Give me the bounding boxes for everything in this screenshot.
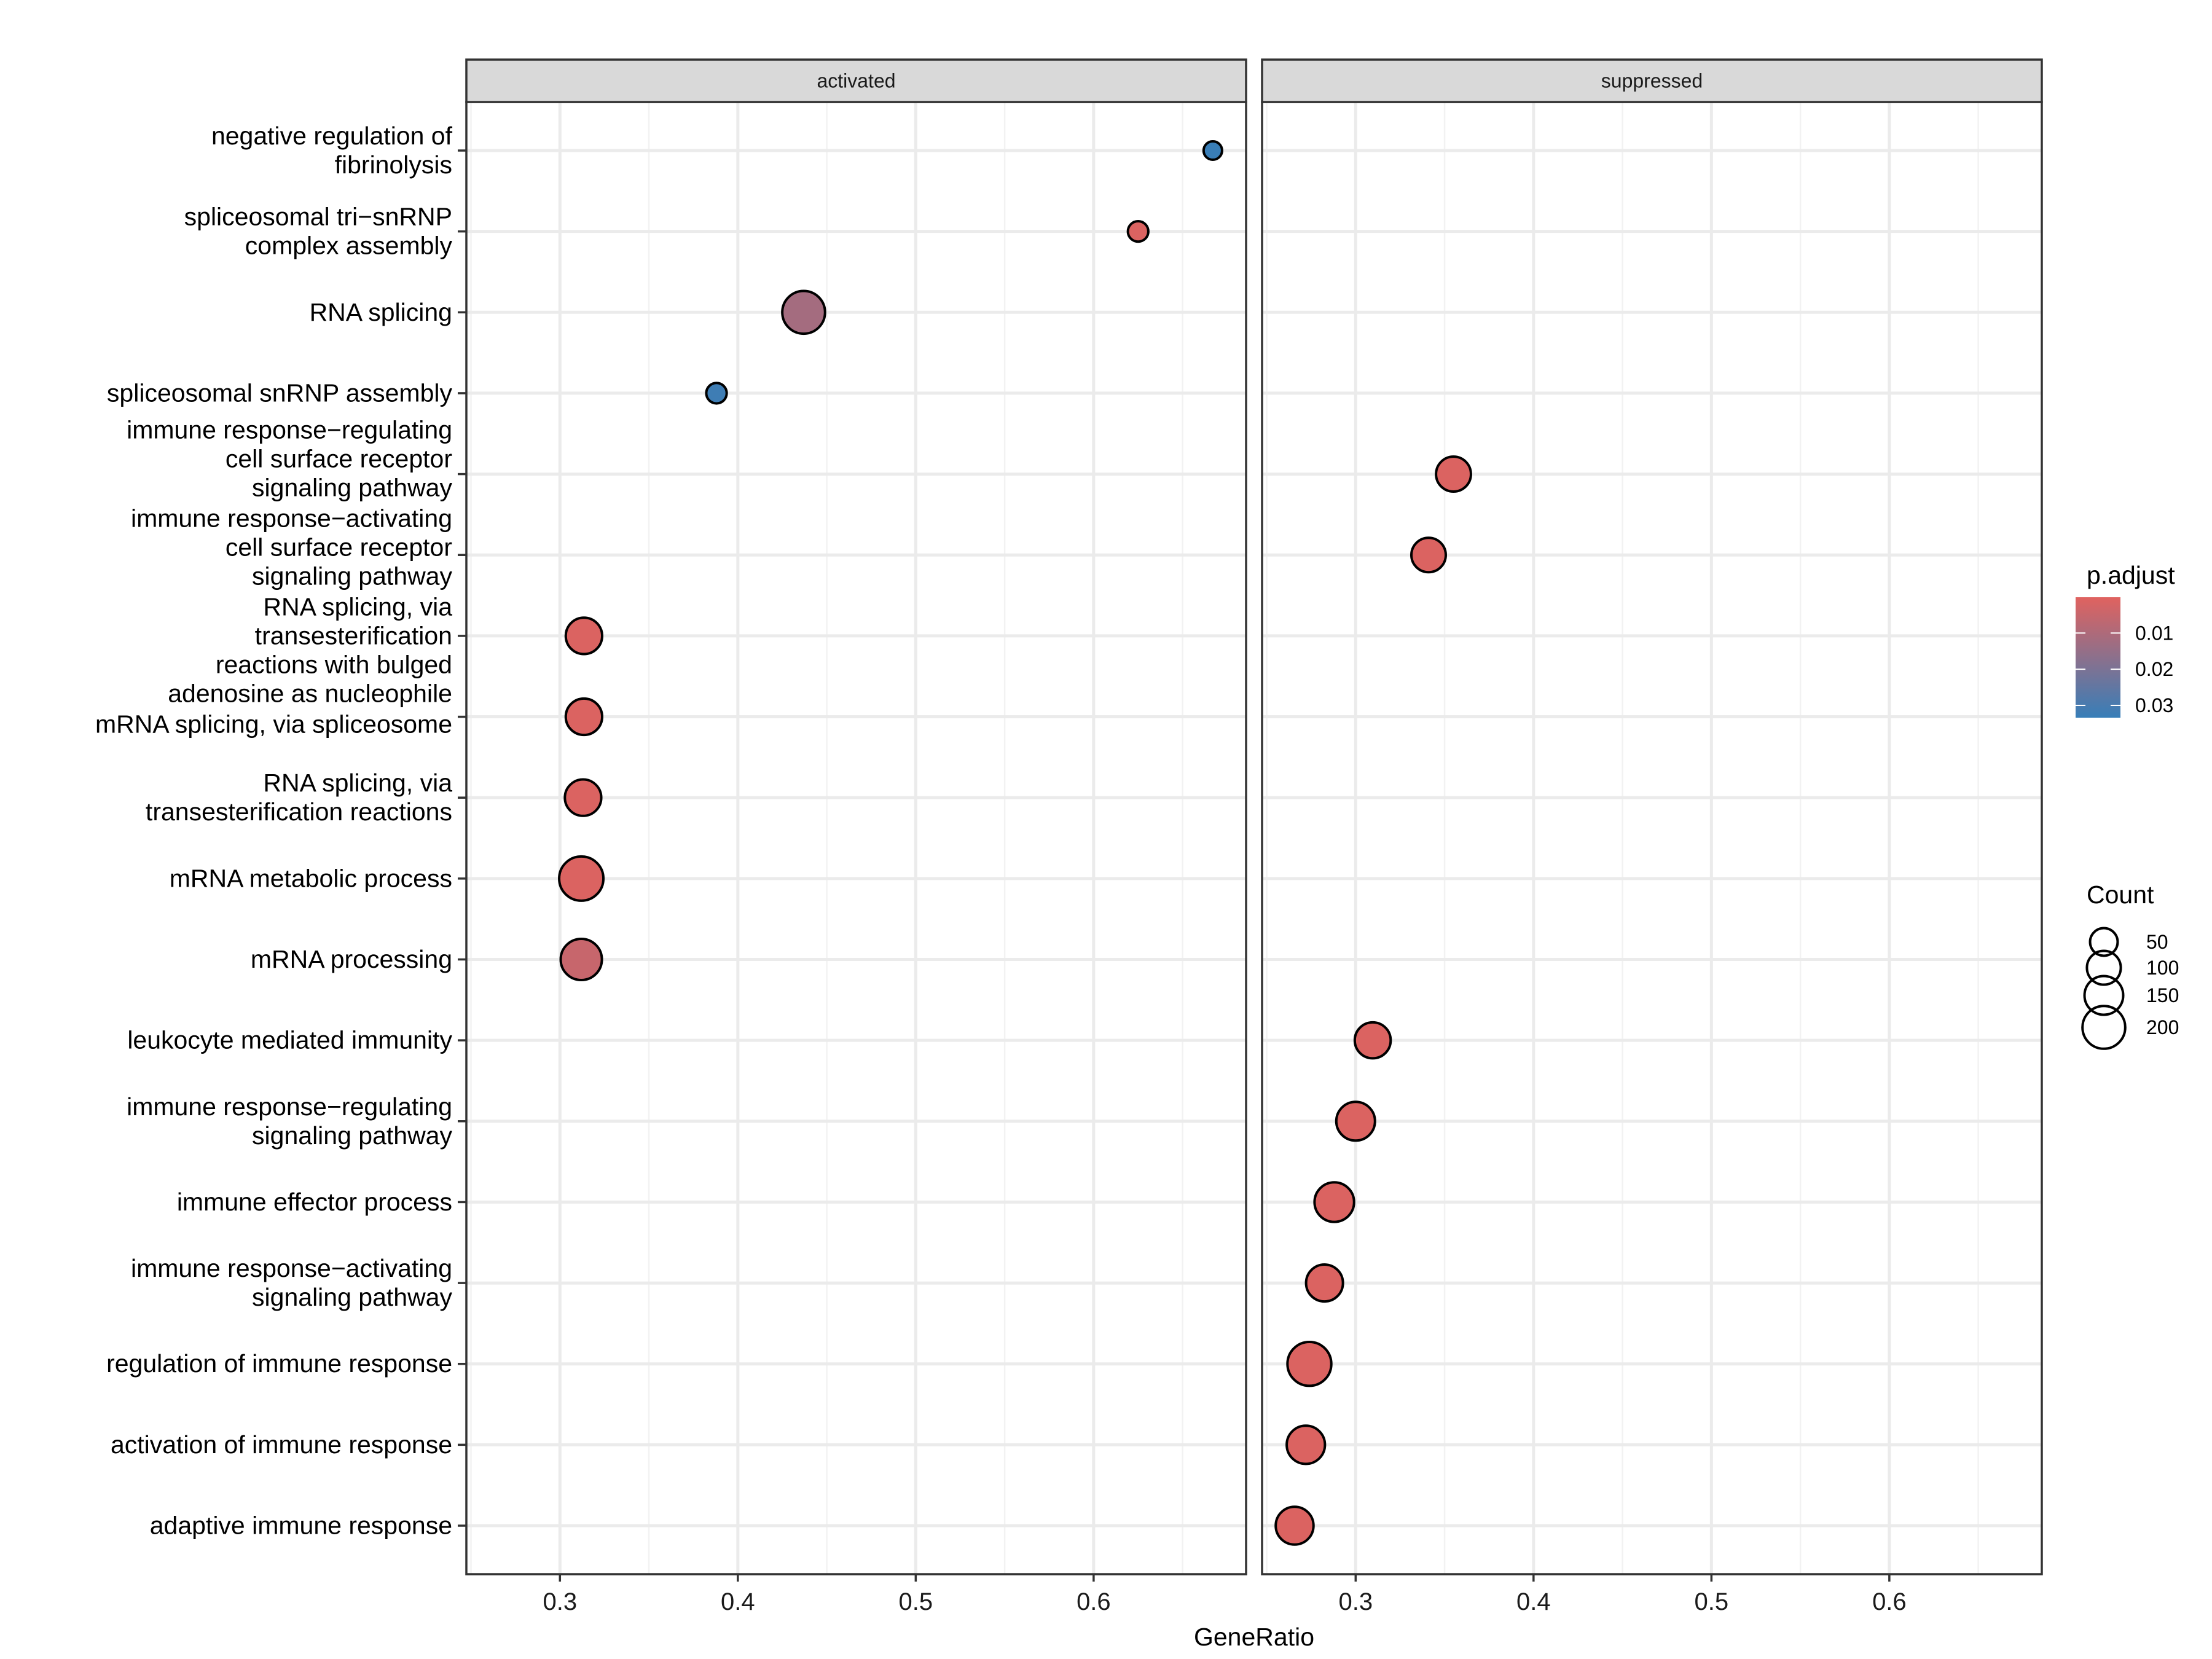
facet-strip [1261, 58, 2043, 103]
y-tick-label-line: reactions with bulged [216, 651, 452, 679]
data-point [1335, 1100, 1376, 1142]
y-tick-label-line: activation of immune response [111, 1430, 452, 1459]
x-tick-label: 0.6 [1872, 1588, 1907, 1615]
y-tick-label-line: transesterification [255, 622, 452, 650]
data-point [564, 697, 603, 737]
y-tick-label-line: RNA splicing, via [263, 769, 452, 797]
data-point [1410, 536, 1447, 574]
data-point [1286, 1341, 1333, 1387]
y-tick-label-line: immune response−activating [131, 504, 452, 533]
size-legend-circle [2088, 927, 2119, 957]
y-tick-label: leukocyte mediated immunity [127, 1026, 452, 1054]
y-tick-label-line: mRNA processing [251, 945, 452, 973]
y-tick-label: immune response−regulating signaling path… [127, 1092, 452, 1150]
data-point [1435, 455, 1472, 493]
y-tick-label-line: fibrinolysis [335, 151, 452, 179]
facet-panel-activated: activated 0.3 0.4 0.5 0.6 [465, 58, 1247, 1615]
y-tick-label: mRNA processing [251, 945, 452, 973]
y-tick-label-line: signaling pathway [252, 1283, 452, 1311]
x-tick-label: 0.3 [1338, 1588, 1373, 1615]
y-tick-label: RNA splicing, via transesterification rea… [146, 769, 452, 826]
y-tick-label-line: complex assembly [245, 232, 453, 260]
colorbar-label: 0.03 [2135, 694, 2173, 716]
x-tick-label: 0.4 [1516, 1588, 1551, 1615]
x-tick-label: 0.5 [899, 1588, 933, 1615]
data-point [781, 289, 826, 335]
y-tick-label-line: adaptive immune response [150, 1512, 452, 1540]
y-tick-label-line: mRNA splicing, via spliceosome [95, 710, 452, 739]
y-tick-label: mRNA metabolic process [170, 864, 452, 892]
data-point [1126, 220, 1150, 243]
y-tick-label: spliceosomal snRNP assembly [107, 378, 453, 407]
y-tick-label: immune response−regulating cell surface r… [127, 416, 452, 502]
facet-strip-label: suppressed [1601, 70, 1703, 92]
y-tick-label: adaptive immune response [150, 1512, 452, 1540]
data-point [563, 778, 603, 817]
data-point [559, 937, 603, 981]
y-tick-label: immune response−activating signaling path… [131, 1254, 453, 1311]
x-tick-label: 0.3 [543, 1588, 577, 1615]
colorbar-label: 0.01 [2135, 622, 2173, 644]
data-point [1304, 1263, 1344, 1303]
y-tick-label-line: immune response−regulating [127, 416, 452, 444]
y-tick-label-line: immune effector process [177, 1188, 452, 1216]
facet-strip [465, 58, 1247, 103]
size-legend-label: 50 [2146, 931, 2168, 953]
y-tick-label: immune effector process [177, 1188, 452, 1216]
y-tick-label-line: spliceosomal tri−snRNP [184, 203, 452, 231]
y-tick-label-line: cell surface receptor [226, 445, 452, 473]
x-axis-title: GeneRatio [1194, 1623, 1314, 1651]
y-tick-label: immune response−activating cell surface r… [131, 504, 453, 590]
y-tick-label: activation of immune response [111, 1430, 452, 1459]
y-tick-label: spliceosomal tri−snRNP complex assembly [184, 203, 453, 260]
data-point [558, 855, 605, 902]
y-tick-label-line: immune response−regulating [127, 1092, 452, 1121]
y-tick-label-line: leukocyte mediated immunity [127, 1026, 452, 1054]
facet-panel-suppressed: suppressed 0.3 0.4 0.5 0.6 [1261, 58, 2043, 1615]
y-tick-label-line: transesterification reactions [146, 798, 452, 826]
y-tick-label-line: adenosine as nucleophile [168, 680, 452, 708]
y-tick-label: RNA splicing, via transesterification reac… [168, 593, 452, 708]
y-tick-label-line: signaling pathway [252, 1121, 452, 1150]
data-point [1202, 139, 1223, 162]
x-tick-label: 0.5 [1695, 1588, 1729, 1615]
facet-strip-label: activated [817, 70, 895, 92]
panel-background [466, 102, 1246, 1574]
y-tick-label: RNA splicing [310, 298, 452, 326]
y-tick-label-line: RNA splicing, via [263, 593, 452, 621]
size-legend-circle [2081, 1005, 2127, 1050]
y-tick-label-line: mRNA metabolic process [170, 864, 452, 892]
y-tick-label-line: spliceosomal snRNP assembly [107, 378, 453, 407]
data-point [1353, 1021, 1392, 1060]
data-point [705, 382, 728, 405]
colorbar-label: 0.02 [2135, 658, 2173, 680]
size-legend-circle [2083, 975, 2125, 1016]
x-tick-label: 0.6 [1077, 1588, 1111, 1615]
colorbar [2076, 597, 2120, 718]
panel-background [1262, 102, 2042, 1574]
data-point [1274, 1505, 1315, 1546]
y-tick-label-line: regulation of immune response [106, 1349, 452, 1378]
x-tick-label: 0.4 [721, 1588, 755, 1615]
size-legend-label: 100 [2146, 957, 2179, 979]
size-legend-label: 200 [2146, 1016, 2179, 1038]
y-tick-label: negative regulation of fibrinolysis [211, 122, 453, 179]
color-legend-title: p.adjust [2087, 561, 2175, 589]
data-point [1313, 1181, 1355, 1223]
y-tick-label-line: negative regulation of [211, 122, 453, 150]
y-tick-label-line: cell surface receptor [226, 533, 452, 562]
y-tick-label-line: immune response−activating [131, 1254, 452, 1282]
y-tick-label-line: signaling pathway [252, 474, 452, 502]
y-tick-label: mRNA splicing, via spliceosome [95, 710, 452, 739]
y-tick-label-line: RNA splicing [310, 298, 452, 326]
data-point [564, 616, 603, 656]
data-point [1285, 1424, 1327, 1465]
size-legend-circle [2085, 949, 2122, 986]
y-tick-label-line: signaling pathway [252, 562, 452, 590]
size-legend-title: Count [2087, 880, 2154, 909]
y-tick-label: regulation of immune response [106, 1349, 452, 1378]
size-legend-label: 150 [2146, 984, 2179, 1006]
